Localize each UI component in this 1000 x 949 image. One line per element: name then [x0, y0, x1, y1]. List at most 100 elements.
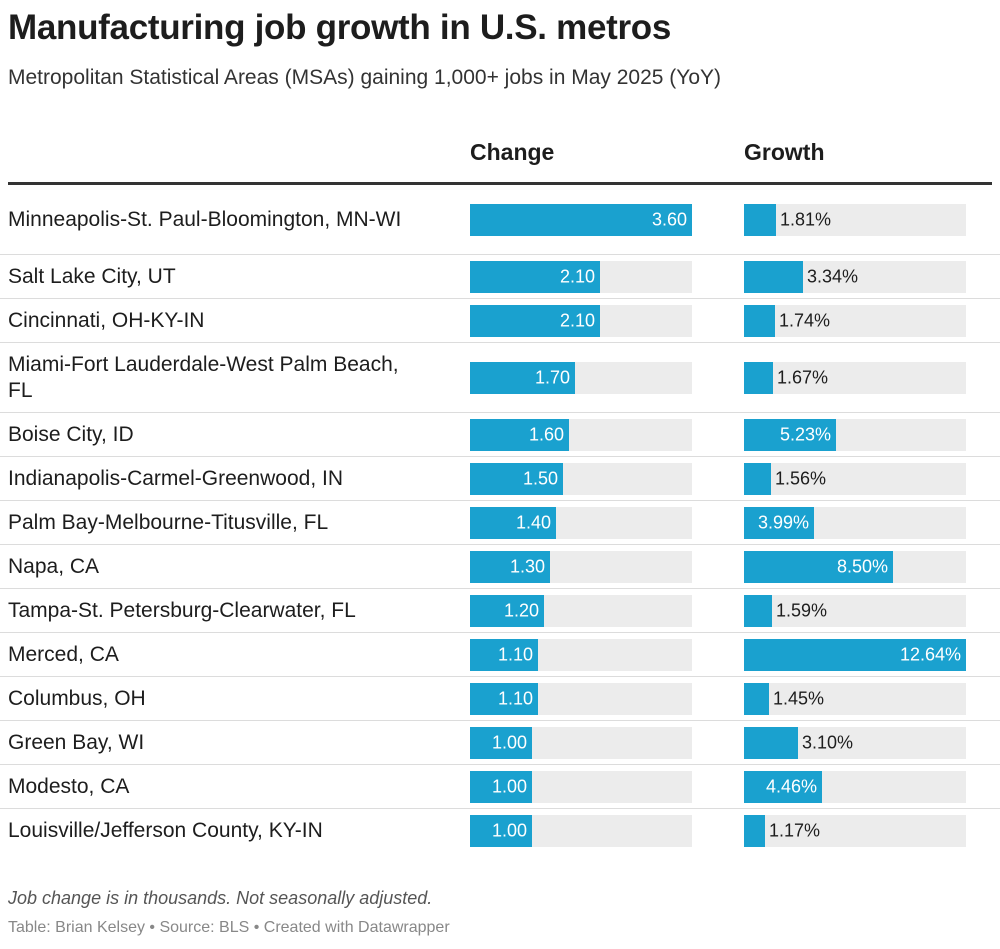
change-bar [470, 304, 600, 337]
change-bar-track: 2.10 [470, 260, 692, 293]
change-value-label: 1.10 [497, 644, 533, 664]
metro-name: Miami-Fort Lauderdale-West Palm Beach, F… [8, 352, 399, 402]
table-row: Columbus, OH 1.10 1.45% [0, 677, 1000, 721]
change-bar [470, 260, 600, 293]
growth-bar [744, 815, 765, 847]
growth-value-label: 1.81% [780, 209, 832, 229]
metro-name: Merced, CA [8, 642, 119, 666]
table-row: Tampa-St. Petersburg-Clearwater, FL 1.20 1… [0, 589, 1000, 633]
table-row: Salt Lake City, UT 2.10 3.34% [0, 255, 1000, 299]
change-value-label: 1.10 [497, 688, 533, 708]
change-bar-track: 1.50 [470, 462, 692, 495]
change-bar [470, 361, 575, 394]
chart-subtitle: Metropolitan Statistical Areas (MSAs) ga… [8, 66, 722, 89]
change-bar [470, 418, 569, 451]
change-value-label: 1.40 [515, 512, 551, 532]
source-credit: Table: Brian Kelsey • Source: BLS • Crea… [8, 919, 450, 936]
growth-bar-track: 3.34% [744, 260, 966, 293]
growth-bar-track: 12.64% [744, 638, 966, 671]
growth-value-label: 1.45% [773, 688, 825, 708]
metro-name: Napa, CA [8, 554, 100, 578]
change-value-label: 1.00 [491, 732, 527, 752]
growth-value-label: 8.50% [836, 556, 888, 576]
metro-name: Minneapolis-St. Paul-Bloomington, MN-WI [8, 207, 402, 231]
growth-value-label: 1.59% [776, 600, 828, 620]
growth-bar [744, 770, 822, 803]
growth-bar [744, 682, 769, 715]
change-value-label: 1.00 [491, 820, 527, 841]
change-bar [470, 815, 532, 847]
growth-bar-track: 1.45% [744, 682, 966, 715]
growth-bar [744, 638, 966, 671]
table-row: Modesto, CA 1.00 4.46% [0, 765, 1000, 809]
growth-value-label: 3.34% [807, 266, 859, 286]
change-value-label: 2.10 [559, 310, 595, 330]
change-bar [470, 550, 550, 583]
change-value-label: 2.10 [559, 266, 595, 286]
growth-value-label: 1.74% [779, 310, 831, 330]
change-bar [470, 506, 556, 539]
table-row: Cincinnati, OH-KY-IN 2.10 1.74% [0, 299, 1000, 343]
growth-bar [744, 361, 773, 394]
table-row: Miami-Fort Lauderdale-West Palm Beach, F… [0, 343, 1000, 413]
growth-bar-track: 8.50% [744, 550, 966, 583]
column-header-change[interactable]: Change [470, 139, 555, 165]
table-row: Palm Bay-Melbourne-Titusville, FL 1.40 3.9… [0, 501, 1000, 545]
change-bar [470, 462, 563, 495]
change-bar [470, 726, 532, 759]
growth-bar [744, 304, 775, 337]
change-value-label: 1.70 [534, 367, 570, 387]
growth-bar-track: 3.99% [744, 506, 966, 539]
metro-name: Louisville/Jefferson County, KY-IN [8, 819, 323, 842]
growth-value-label: 4.46% [765, 776, 817, 796]
column-header-growth[interactable]: Growth [744, 139, 825, 165]
growth-bar [744, 506, 814, 539]
growth-bar-track: 1.74% [744, 304, 966, 337]
change-bar [470, 770, 532, 803]
growth-bar-track: 4.46% [744, 770, 966, 803]
growth-bar-track: 3.10% [744, 726, 966, 759]
growth-value-label: 3.99% [757, 512, 809, 532]
growth-value-label: 1.17% [769, 820, 821, 841]
growth-value-label: 5.23% [779, 424, 831, 444]
change-value-label: 1.30 [509, 556, 545, 576]
change-bar [470, 203, 692, 236]
metro-name: Cincinnati, OH-KY-IN [8, 308, 205, 332]
change-value-label: 1.60 [528, 424, 564, 444]
growth-bar [744, 203, 776, 236]
change-value-label: 3.60 [651, 209, 687, 229]
growth-bar [744, 550, 893, 583]
growth-bar [744, 462, 771, 495]
change-bar [470, 638, 538, 671]
change-bar-track: 1.60 [470, 418, 692, 451]
table-row: Boise City, ID 1.60 5.23% [0, 413, 1000, 457]
table-row: Indianapolis-Carmel-Greenwood, IN 1.50 1.5… [0, 457, 1000, 501]
table-body: Minneapolis-St. Paul-Bloomington, MN-WI 3… [0, 185, 1000, 853]
change-value-label: 1.20 [503, 600, 539, 620]
metro-name: Salt Lake City, UT [8, 264, 176, 288]
metro-name: Boise City, ID [8, 422, 134, 446]
metro-name: Palm Bay-Melbourne-Titusville, FL [8, 510, 329, 534]
growth-value-label: 3.10% [802, 732, 854, 752]
growth-bar [744, 726, 798, 759]
growth-value-label: 1.67% [777, 367, 829, 387]
growth-bar [744, 260, 803, 293]
header-divider [8, 182, 992, 185]
growth-value-label: 12.64% [899, 644, 961, 664]
change-bar-track: 3.60 [470, 203, 692, 236]
table-row: Green Bay, WI 1.00 3.10% [0, 721, 1000, 765]
growth-bar [744, 418, 836, 451]
growth-bar-track: 1.59% [744, 594, 966, 627]
metro-name: Modesto, CA [8, 774, 130, 798]
metro-name: Tampa-St. Petersburg-Clearwater, FL [8, 598, 356, 622]
metro-name: Columbus, OH [8, 686, 146, 710]
change-bar-track: 1.00 [470, 770, 692, 803]
growth-bar-track: 1.17% [744, 815, 966, 847]
footnote: Job change is in thousands. Not seasonal… [8, 888, 433, 908]
change-value-label: 1.00 [491, 776, 527, 796]
change-bar-track: 1.00 [470, 726, 692, 759]
change-bar-track: 1.30 [470, 550, 692, 583]
change-bar-track: 2.10 [470, 304, 692, 337]
growth-bar-track: 1.81% [744, 203, 966, 236]
change-bar [470, 682, 538, 715]
